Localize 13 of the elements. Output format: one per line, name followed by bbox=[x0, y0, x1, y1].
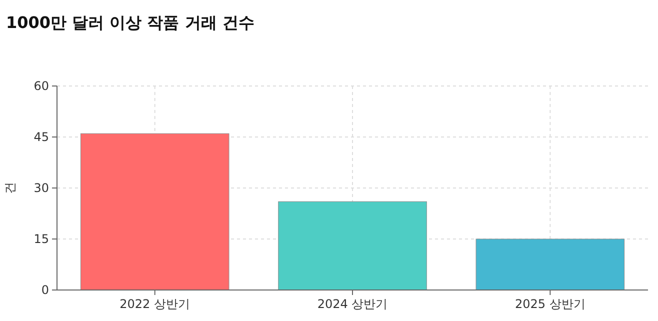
bar bbox=[476, 238, 625, 290]
y-tick-label: 0 bbox=[41, 283, 49, 298]
x-tick-label: 2025 상반기 bbox=[514, 297, 586, 311]
bar bbox=[278, 201, 427, 290]
y-tick-label: 45 bbox=[34, 130, 49, 144]
y-tick-label: 15 bbox=[34, 232, 49, 246]
x-tick-label: 2022 상반기 bbox=[120, 297, 190, 311]
y-axis-title: 건 bbox=[3, 182, 17, 194]
bar bbox=[80, 133, 230, 290]
x-tick-label: 2024 상반기 bbox=[317, 297, 388, 311]
y-tick-label: 60 bbox=[34, 79, 49, 94]
y-tick-label: 30 bbox=[34, 181, 49, 196]
chart-title: 1000만 달러 이상 작품 거래 건수 bbox=[6, 13, 254, 32]
